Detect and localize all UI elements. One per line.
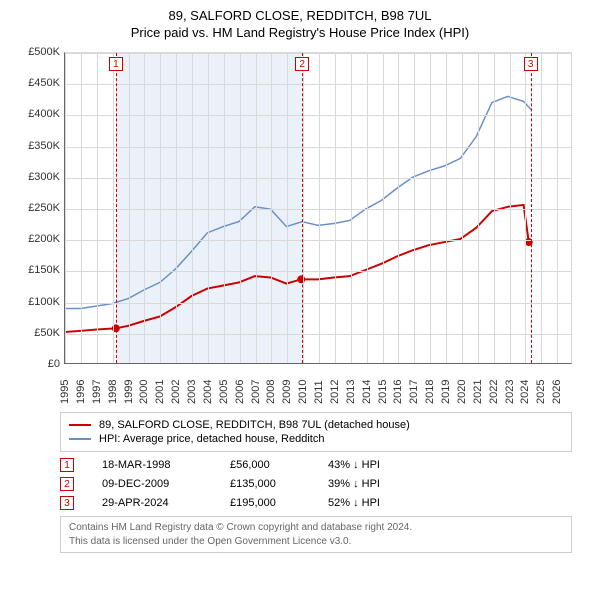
legend-row: 89, SALFORD CLOSE, REDDITCH, B98 7UL (de… [69,419,563,431]
chart-title: 89, SALFORD CLOSE, REDDITCH, B98 7UL [12,8,588,23]
footer-line1: Contains HM Land Registry data © Crown c… [69,521,563,535]
gridline-v [478,53,479,363]
event-date: 09-DEC-2009 [102,478,202,490]
legend-row: HPI: Average price, detached house, Redd… [69,433,563,445]
gridline-v [462,53,463,363]
gridline-h [65,53,571,54]
gridline-v [208,53,209,363]
gridline-v [446,53,447,363]
gridline-v [398,53,399,363]
events-table: 1 18-MAR-1998 £56,000 43% ↓ HPI 2 09-DEC-2009… [60,458,572,510]
footer-line2: This data is licensed under the Open Gov… [69,535,563,549]
gridline-h [65,334,571,335]
gridline-v [414,53,415,363]
event-line [531,53,532,363]
plot-area: 1 2 3 [64,52,572,364]
event-row: 3 29-APR-2024 £195,000 52% ↓ HPI [60,496,572,510]
ytick-label: £250K [20,202,60,214]
gridline-v [319,53,320,363]
gridline-v [144,53,145,363]
event-date: 18-MAR-1998 [102,459,202,471]
gridline-v [335,53,336,363]
event-diff: 43% ↓ HPI [328,459,380,471]
gridline-h [65,115,571,116]
gridline-v [494,53,495,363]
gridline-h [65,303,571,304]
gridline-h [65,240,571,241]
event-line [116,53,117,363]
gridline-h [65,178,571,179]
gridline-v [176,53,177,363]
xtick-label: 2026 [551,380,591,404]
gridline-v [557,53,558,363]
gridline-v [192,53,193,363]
gridline-v [510,53,511,363]
gridline-v [113,53,114,363]
gridline-v [224,53,225,363]
legend-swatch [69,438,91,440]
event-marker: 1 [109,57,123,71]
legend-swatch [69,424,91,426]
gridline-h [65,271,571,272]
gridline-v [129,53,130,363]
event-id-box: 3 [60,496,74,510]
gridline-v [541,53,542,363]
gridline-v [351,53,352,363]
gridline-h [65,84,571,85]
legend-label: 89, SALFORD CLOSE, REDDITCH, B98 7UL (de… [99,419,410,431]
chart: 1 2 3 £0 £50K £100K £150K £200K £250K £300K £350K… [20,46,580,406]
gridline-v [65,53,66,363]
ytick-label: £100K [20,296,60,308]
gridline-v [81,53,82,363]
gridline-v [97,53,98,363]
gridline-v [367,53,368,363]
gridline-v [383,53,384,363]
gridline-v [256,53,257,363]
event-id-box: 1 [60,458,74,472]
legend-label: HPI: Average price, detached house, Redd… [99,433,324,445]
gridline-v [287,53,288,363]
event-marker: 3 [524,57,538,71]
event-date: 29-APR-2024 [102,497,202,509]
series-svg [65,53,571,363]
event-row: 1 18-MAR-1998 £56,000 43% ↓ HPI [60,458,572,472]
event-price: £56,000 [230,459,300,471]
gridline-h [65,147,571,148]
event-marker: 2 [295,57,309,71]
gridline-h [65,209,571,210]
ytick-label: £350K [20,140,60,152]
event-price: £135,000 [230,478,300,490]
footer: Contains HM Land Registry data © Crown c… [60,516,572,553]
title-block: 89, SALFORD CLOSE, REDDITCH, B98 7UL Pri… [12,8,588,40]
event-row: 2 09-DEC-2009 £135,000 39% ↓ HPI [60,477,572,491]
gridline-v [430,53,431,363]
event-diff: 39% ↓ HPI [328,478,380,490]
gridline-v [240,53,241,363]
ytick-label: £300K [20,171,60,183]
event-price: £195,000 [230,497,300,509]
ytick-label: £150K [20,264,60,276]
ytick-label: £50K [20,327,60,339]
gridline-v [303,53,304,363]
ytick-label: £400K [20,108,60,120]
gridline-v [160,53,161,363]
legend: 89, SALFORD CLOSE, REDDITCH, B98 7UL (de… [60,412,572,452]
page: 89, SALFORD CLOSE, REDDITCH, B98 7UL Pri… [0,0,600,590]
event-id-box: 2 [60,477,74,491]
gridline-v [271,53,272,363]
ytick-label: £0 [20,358,60,370]
ytick-label: £200K [20,233,60,245]
chart-subtitle: Price paid vs. HM Land Registry's House … [12,25,588,40]
gridline-v [525,53,526,363]
event-diff: 52% ↓ HPI [328,497,380,509]
event-line [302,53,303,363]
ytick-label: £450K [20,77,60,89]
ytick-label: £500K [20,46,60,58]
